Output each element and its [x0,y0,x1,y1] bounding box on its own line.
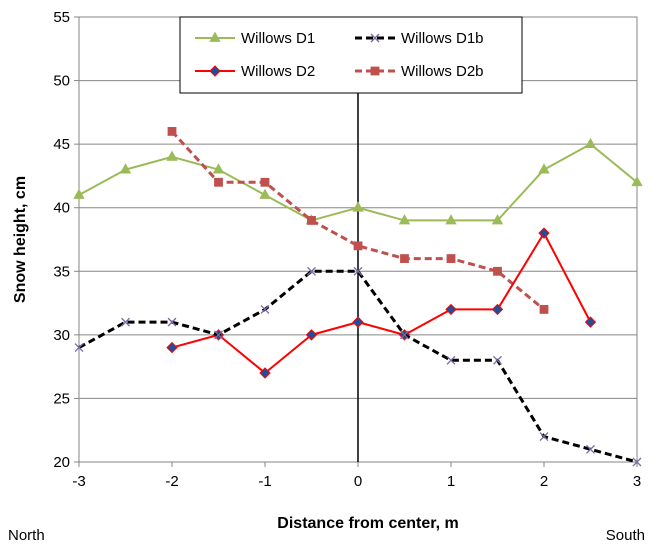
data-point [539,432,549,442]
x-tick-label: -2 [165,473,178,490]
legend-label: Willows D1 [241,30,315,47]
legend-swatch-marker [370,66,380,76]
x-axis-title: Distance from center, m [277,515,458,532]
data-point [445,214,457,225]
data-point [352,316,364,328]
y-tick-label: 50 [53,73,70,90]
legend-swatch-marker [370,33,380,43]
data-point [74,343,84,353]
y-tick-label: 35 [53,263,70,280]
data-point [493,266,502,276]
legend-item: Willows D2 [195,63,315,80]
legend-item: Willows D1 [195,30,315,47]
x-tick-label: 2 [540,473,548,490]
legend-label: Willows D2b [401,63,484,80]
x-tick-label: 0 [354,473,362,490]
data-point [586,444,595,454]
data-point [538,163,550,174]
legend-label: Willows D2 [241,63,315,80]
data-point [212,163,225,174]
legend-item: Willows D1b [355,30,484,47]
y-tick-label: 45 [53,136,70,153]
data-point [584,137,597,149]
data-point [259,367,271,379]
data-point [539,305,549,314]
data-point [307,216,316,225]
data-point [446,254,456,263]
data-point [260,177,270,187]
y-tick-label: 25 [53,390,70,407]
y-axis-title: Snow height, cm [12,176,29,303]
y-tick-label: 30 [53,327,70,344]
data-point [493,355,502,365]
y-tick-label: 20 [53,454,70,471]
data-point [167,127,177,136]
data-point [307,266,316,276]
data-point [73,188,85,199]
series-line [171,232,592,374]
data-point [445,303,457,316]
legend-box [179,16,523,94]
legend-item: Willows D2b [355,63,484,80]
x-tick-label: 1 [447,473,455,490]
legend-swatch-marker [209,65,221,77]
data-point [166,150,178,161]
x-tick-label: -1 [258,473,271,490]
data-point [400,330,409,340]
data-point [538,227,550,239]
data-point [631,175,643,187]
data-point [398,214,411,225]
data-point [491,214,504,225]
data-point [353,266,363,276]
data-point [119,163,132,174]
series [73,127,643,467]
data-point [446,355,456,365]
data-point [166,341,178,354]
data-point [214,330,223,340]
data-point [259,188,271,199]
y-tick-label: 40 [53,200,70,217]
north-label: North [8,527,45,544]
data-point [167,317,177,327]
data-point [584,316,597,328]
data-point [121,317,130,327]
data-point [260,304,270,314]
x-tick-label: 3 [633,473,641,490]
series-willows-d1b [74,266,642,467]
south-label: South [606,527,645,544]
data-point [352,201,364,212]
series-willows-d2b [167,127,549,314]
legend-label: Willows D1b [401,30,484,47]
legend: Willows D1 Willows D1b Willows D2 Willows D… [179,16,523,94]
legend-swatch-marker [209,31,221,42]
series-line [170,130,545,311]
data-point [632,457,642,467]
axes: 20 25 30 35 40 45 50 55 -3 -2 -1 0 1 2 3 [53,9,641,490]
data-point [305,329,318,341]
data-point [353,241,363,251]
data-point [491,303,504,316]
x-tick-label: -3 [72,473,85,490]
data-point [214,177,223,187]
y-tick-label: 55 [53,9,70,26]
data-point [400,254,409,263]
